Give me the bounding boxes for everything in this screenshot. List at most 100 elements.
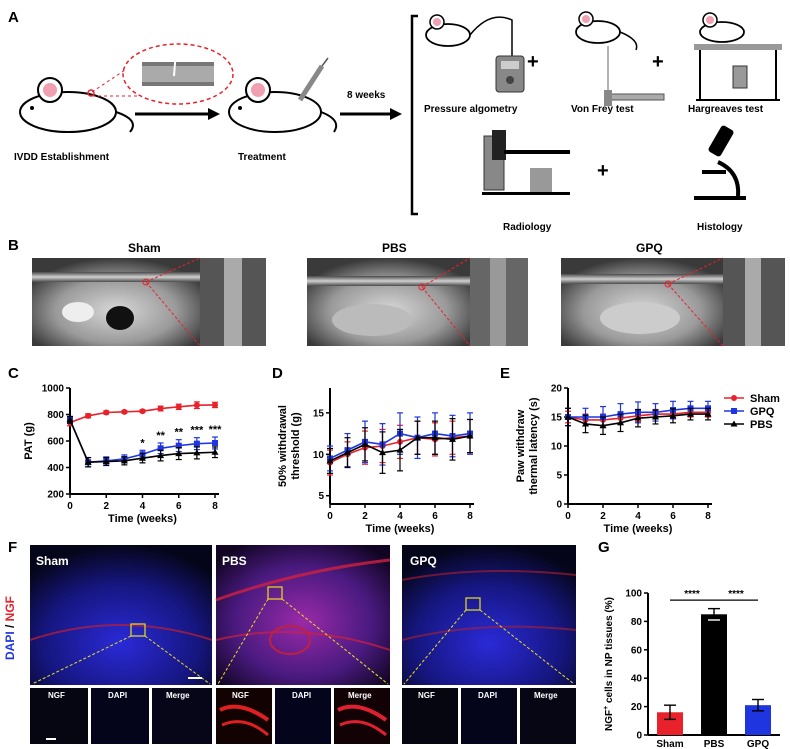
y-tick-label: 15 <box>313 408 325 419</box>
fluorescence-image-sham: Sham <box>29 545 213 685</box>
y-tick-label: 5 <box>318 491 324 502</box>
data-point <box>396 446 404 453</box>
data-point <box>431 434 439 441</box>
data-point <box>157 445 164 452</box>
mouse-illustration <box>228 77 338 133</box>
group-label-gpq: GPQ <box>636 241 663 255</box>
data-point <box>704 410 712 417</box>
y-tick-label: 400 <box>47 463 64 474</box>
stain-label: DAPI / NGF <box>3 596 17 660</box>
test-pressure-algometry: Pressure algometry <box>424 104 518 115</box>
data-point <box>652 413 659 420</box>
bar <box>701 614 727 735</box>
data-point <box>175 403 182 410</box>
x-tick-label: 6 <box>670 511 676 522</box>
data-point <box>344 449 351 456</box>
inset-label-ngf: NGF <box>232 691 249 700</box>
legend-marker <box>730 420 738 427</box>
data-point <box>669 412 677 419</box>
significance-marker: ** <box>156 430 165 442</box>
y-tick-label: 800 <box>47 410 64 421</box>
data-point <box>120 457 128 464</box>
data-point <box>466 432 474 439</box>
y-axis-title: NGF+ cells in NP tissues (%) <box>603 597 615 731</box>
y-axis-title: PAT (g) <box>23 422 35 460</box>
mri-image-sham <box>32 257 266 347</box>
data-point <box>175 450 183 457</box>
pressure-algometer-icon <box>425 14 525 93</box>
y-tick-label: 20 <box>631 702 643 713</box>
legend-label: GPQ <box>750 406 775 418</box>
panel-letter-b: B <box>8 237 19 254</box>
group-label-sham: Sham <box>128 241 161 255</box>
y-tick-label: 0 <box>556 500 562 511</box>
mouse-illustration <box>19 77 134 133</box>
legend-marker <box>731 408 737 414</box>
y-tick-label: 80 <box>631 617 643 628</box>
data-point <box>157 452 165 459</box>
zoom-ellipse <box>122 43 234 105</box>
test-histology: Histology <box>697 222 743 233</box>
panel-a: A IVDD Establishment <box>8 9 782 233</box>
x-tick-label: 2 <box>103 501 109 512</box>
data-point <box>193 449 201 456</box>
significance-marker: *** <box>190 425 204 437</box>
y-tick-label: 60 <box>631 645 643 656</box>
data-point <box>193 440 200 447</box>
data-point <box>193 402 200 409</box>
x-axis-title: Time (weeks) <box>108 513 177 525</box>
stain-label-sep: / <box>3 621 17 631</box>
von-frey-icon <box>575 11 665 106</box>
y-tick-label: 1000 <box>42 384 65 395</box>
test-von-frey: Von Frey test <box>571 104 634 115</box>
x-tick-label: 8 <box>705 511 711 522</box>
panel-letter-c: C <box>8 365 19 382</box>
significance-marker: ** <box>174 427 183 439</box>
mri-image-gpq <box>561 257 785 347</box>
y-tick-label: 40 <box>631 674 643 685</box>
y-tick-label: 5 <box>556 471 562 482</box>
panel-b: B Sham PBS GPQ <box>8 237 785 347</box>
fluorescence-image-gpq: GPQ <box>401 545 577 685</box>
y-axis-title-line: threshold (g) <box>290 412 302 480</box>
group-label-pbs: PBS <box>382 241 407 255</box>
data-point <box>564 413 572 420</box>
duration-label: 8 weeks <box>347 90 386 101</box>
chart-von-frey: 5 10 15 0 2 4 6 8 Time (weeks) 50% withdrawal thre… <box>277 388 474 535</box>
bracket <box>410 14 418 216</box>
y-axis-title-line: 50% withdrawal <box>277 405 289 487</box>
x-axis-title: Time (weeks) <box>604 523 673 535</box>
legend-marker <box>731 395 737 401</box>
chart-hargreaves: 0 5 10 15 20 0 2 4 6 8 Time (weeks) Paw withdraw the… <box>515 384 712 535</box>
step-ivdd-establishment: IVDD Establishment <box>14 152 110 163</box>
syringe-icon <box>297 57 329 102</box>
y-tick-label: 100 <box>625 589 642 600</box>
data-point <box>139 454 146 461</box>
data-point <box>326 457 334 464</box>
mri-image-pbs <box>307 257 528 347</box>
x-tick-label: 4 <box>397 511 403 522</box>
x-tick-label: 8 <box>467 511 473 522</box>
bar <box>657 712 683 735</box>
x-tick-label: 8 <box>212 501 218 512</box>
plus-sign: + <box>652 51 664 73</box>
data-point <box>582 420 589 427</box>
y-axis-title-line: Paw withdraw <box>515 409 527 482</box>
panel-letter-d: D <box>272 365 283 382</box>
microscope-icon <box>694 125 746 200</box>
chart-pat: 200 400 600 800 1000 0 2 4 6 8 Time (weeks) PAT (g)… <box>23 384 222 526</box>
data-point <box>157 405 164 412</box>
data-point <box>103 409 110 416</box>
y-tick-label: 10 <box>551 442 563 453</box>
y-tick-label: 200 <box>47 490 64 501</box>
data-point <box>175 442 182 449</box>
x-tick-label: 6 <box>432 511 438 522</box>
data-point <box>139 408 146 415</box>
significance-marker: **** <box>728 589 744 600</box>
data-point <box>687 410 694 417</box>
plus-sign: + <box>527 51 539 73</box>
data-point <box>211 448 219 455</box>
inset-row-pbs <box>216 688 390 744</box>
